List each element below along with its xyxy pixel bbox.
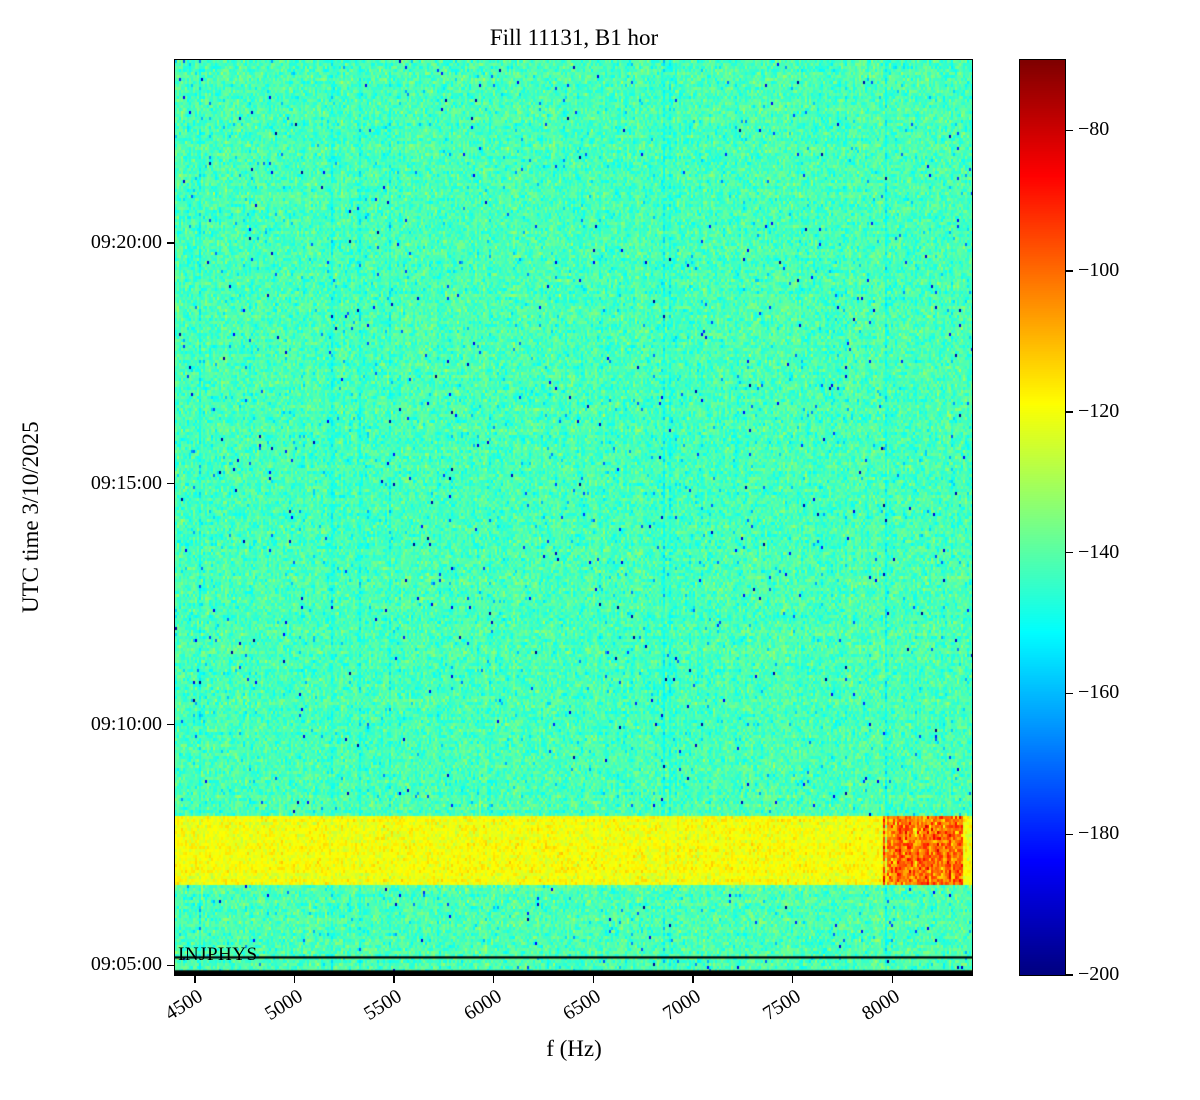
chart-title: Fill 11131, B1 hor	[489, 25, 659, 50]
x-tick	[393, 976, 395, 983]
x-tick-label: 6500	[559, 985, 606, 1025]
colorbar-tick	[1066, 411, 1073, 413]
y-tick	[167, 964, 174, 967]
y-tick-label: 09:20:00	[90, 231, 162, 253]
x-tick	[493, 976, 495, 983]
spectrogram-plot: INJPHYS	[174, 59, 973, 976]
colorbar-tick-label: −180	[1078, 822, 1120, 845]
colorbar-tick-label: −140	[1078, 540, 1120, 563]
x-tick	[592, 976, 595, 983]
colorbar-tick-label: −100	[1078, 259, 1120, 282]
colorbar-tick-label: −200	[1078, 963, 1120, 985]
y-tick-label: 09:05:00	[90, 953, 162, 976]
colorbar-tick	[1066, 692, 1073, 695]
x-tick	[692, 976, 694, 983]
x-tick-label: 5500	[360, 985, 406, 1025]
x-tick-label: 8000	[858, 985, 904, 1025]
x-tick-label: 6000	[459, 985, 506, 1025]
y-tick	[167, 242, 174, 244]
colorbar-tick	[1066, 833, 1073, 835]
x-tick-label: 4500	[161, 985, 207, 1025]
colorbar-tick	[1066, 270, 1073, 272]
colorbar-tick-label: −80	[1078, 118, 1110, 141]
colorbar-canvas	[1020, 60, 1065, 975]
x-axis-label: f (Hz)	[546, 1036, 602, 1061]
colorbar-tick-label: −160	[1078, 681, 1120, 704]
y-tick-label: 09:10:00	[90, 712, 162, 735]
x-tick	[891, 976, 893, 983]
y-tick	[167, 483, 174, 485]
y-tick-label: 09:15:00	[90, 471, 162, 494]
x-tick	[194, 976, 196, 983]
colorbar-tick	[1066, 551, 1073, 554]
x-tick-label: 5000	[260, 985, 307, 1025]
x-tick	[293, 976, 296, 983]
beam-mode-annotation: INJPHYS	[178, 944, 258, 965]
x-tick-label: 7000	[659, 985, 705, 1025]
y-tick	[167, 723, 174, 726]
colorbar	[1019, 59, 1066, 976]
x-tick	[791, 976, 794, 983]
x-tick-label: 7500	[758, 985, 805, 1025]
y-axis-label: UTC time 3/10/2025	[18, 421, 43, 613]
spectrogram-canvas	[175, 60, 972, 975]
colorbar-tick	[1066, 129, 1073, 132]
colorbar-tick-label: −120	[1078, 399, 1120, 422]
colorbar-tick	[1066, 974, 1073, 976]
